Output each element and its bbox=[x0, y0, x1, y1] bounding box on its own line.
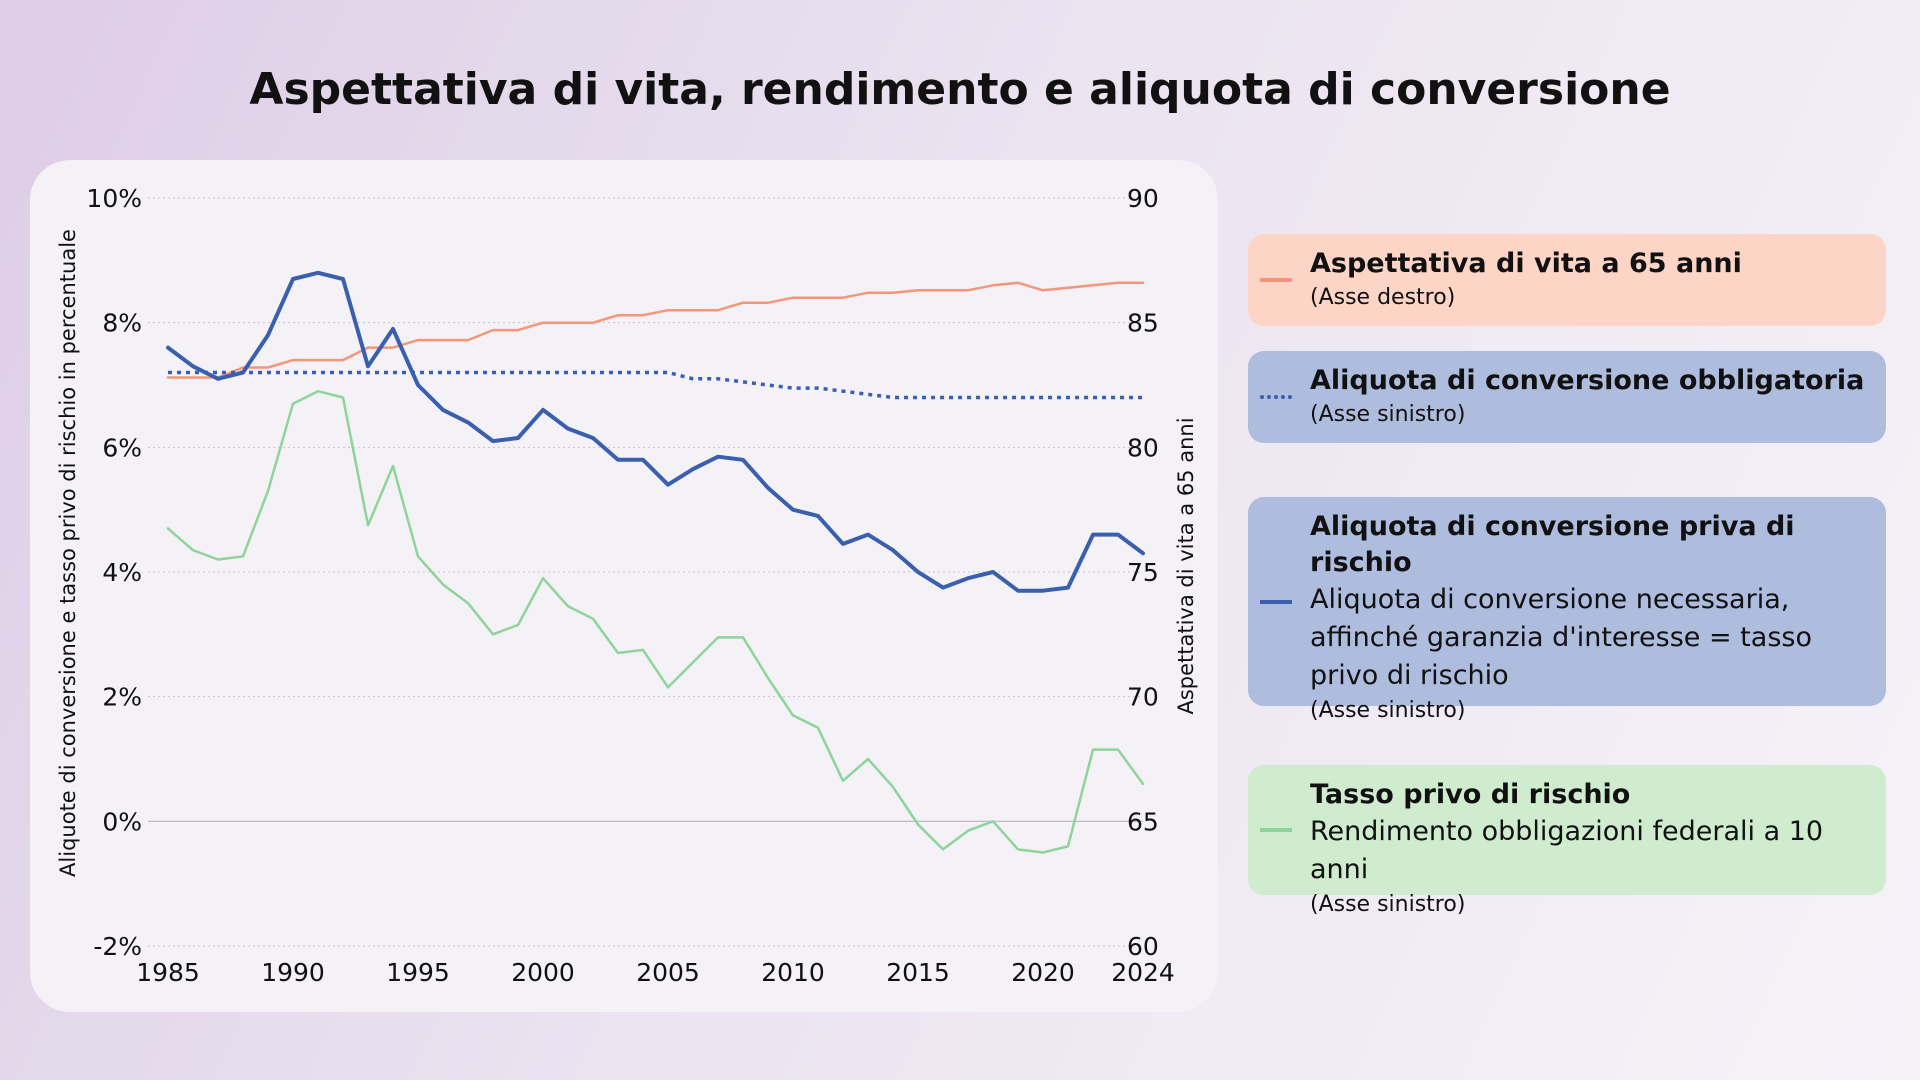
x-tick-label: 2024 bbox=[1111, 958, 1175, 987]
grid-lines bbox=[148, 197, 1143, 947]
legend-axis-note: (Asse sinistro) bbox=[1310, 402, 1466, 427]
line-chart: -2% 0% 2% 4% 6% 8% 10% 60 65 70 75 80 85 90 1985 1990… bbox=[56, 184, 1198, 987]
left-tick-label: -2% bbox=[93, 932, 142, 961]
legend-swatch bbox=[1260, 278, 1292, 282]
x-tick-label: 1995 bbox=[386, 958, 450, 987]
legend-axis-note: (Asse sinistro) bbox=[1310, 892, 1466, 917]
legend-swatch bbox=[1260, 828, 1292, 832]
series-line-mandatory bbox=[168, 370, 1143, 400]
legend-title: Aliquota di conversione priva di rischio bbox=[1310, 511, 1795, 578]
right-tick-label: 75 bbox=[1127, 558, 1159, 587]
x-tick-label: 2015 bbox=[886, 958, 950, 987]
legend-axis-note: (Asse destro) bbox=[1310, 285, 1456, 310]
right-axis-title: Aspettativa di vita a 65 anni bbox=[1174, 417, 1198, 714]
legend-item-life: Aspettativa di vita a 65 anni (Asse destr… bbox=[1248, 234, 1886, 326]
right-tick-label: 60 bbox=[1127, 932, 1159, 961]
legend-item-mandatory: Aliquota di conversione obbligatoria (Ass… bbox=[1248, 351, 1886, 443]
legend-title: Tasso privo di rischio bbox=[1310, 779, 1631, 810]
right-tick-label: 65 bbox=[1127, 807, 1159, 836]
legend-item-riskfree_rate: Aliquota di conversione priva di rischio… bbox=[1248, 497, 1886, 723]
x-tick-label: 2005 bbox=[636, 958, 700, 987]
x-tick-label: 2010 bbox=[761, 958, 825, 987]
legend-axis-note: (Asse sinistro) bbox=[1310, 698, 1466, 723]
right-tick-label: 90 bbox=[1127, 184, 1159, 213]
x-axis-ticks: 1985 1990 1995 2000 2005 2010 2015 2020 2024 bbox=[136, 958, 1175, 987]
legend-description: Rendimento obbligazioni federali a 10 an… bbox=[1310, 816, 1824, 885]
series-line-yield bbox=[166, 389, 1145, 854]
left-tick-label: 2% bbox=[102, 683, 142, 712]
legend-description: Aliquota di conversione necessaria, affi… bbox=[1310, 584, 1812, 691]
left-tick-label: 0% bbox=[102, 807, 142, 836]
left-tick-label: 6% bbox=[102, 433, 142, 462]
right-tick-label: 80 bbox=[1127, 433, 1159, 462]
left-tick-label: 8% bbox=[102, 309, 142, 338]
x-tick-label: 1990 bbox=[261, 958, 325, 987]
legend-title: Aspettativa di vita a 65 anni bbox=[1310, 248, 1742, 279]
right-tick-label: 70 bbox=[1127, 683, 1159, 712]
legend-swatch bbox=[1260, 599, 1292, 604]
series-line-life bbox=[166, 281, 1145, 379]
legend-title: Aliquota di conversione obbligatoria bbox=[1310, 365, 1865, 396]
right-tick-label: 85 bbox=[1127, 309, 1159, 338]
x-tick-label: 2000 bbox=[511, 958, 575, 987]
series-lines bbox=[166, 270, 1145, 854]
series-line-riskfree_rate bbox=[166, 270, 1145, 593]
x-tick-label: 2020 bbox=[1011, 958, 1075, 987]
left-tick-label: 10% bbox=[86, 184, 142, 213]
x-tick-label: 1985 bbox=[136, 958, 200, 987]
legend-swatch bbox=[1260, 395, 1292, 399]
chart-card: -2% 0% 2% 4% 6% 8% 10% 60 65 70 75 80 85 90 1985 1990… bbox=[30, 160, 1218, 1012]
right-axis-ticks: 60 65 70 75 80 85 90 bbox=[1127, 184, 1159, 961]
left-axis-title: Aliquote di conversione e tasso privo di… bbox=[56, 229, 80, 877]
left-axis-ticks: -2% 0% 2% 4% 6% 8% 10% bbox=[86, 184, 142, 961]
legend-item-yield: Tasso privo di rischio Rendimento obbliga… bbox=[1248, 765, 1886, 917]
left-tick-label: 4% bbox=[102, 558, 142, 587]
page-title: Aspettativa di vita, rendimento e aliquo… bbox=[249, 64, 1671, 115]
